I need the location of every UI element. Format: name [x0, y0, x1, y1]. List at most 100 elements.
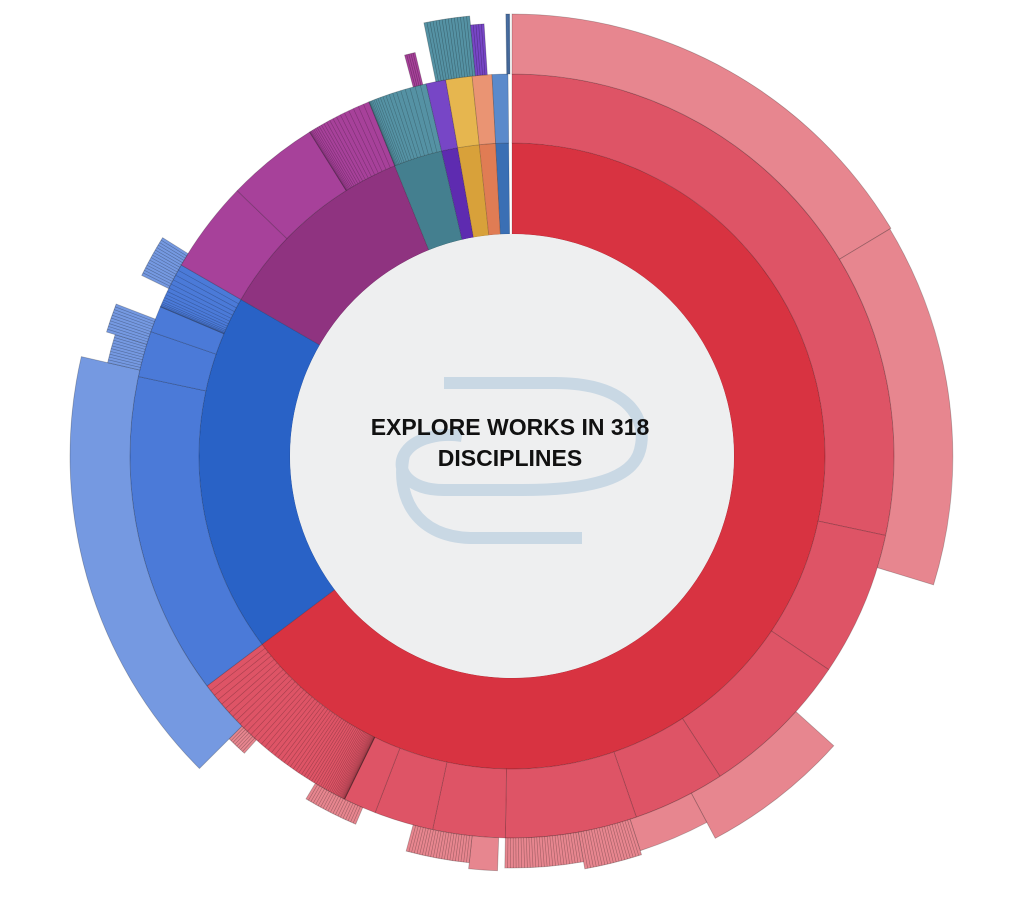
sunburst-subdivision-line: [617, 823, 628, 860]
sunburst-subdivision-line: [379, 97, 405, 163]
sunburst-segment-outer[interactable]: [468, 835, 500, 872]
sunburst-subdivision-line: [533, 837, 537, 868]
sunburst-subdivision-line: [153, 252, 181, 268]
sunburst-segment-middle[interactable]: [425, 79, 459, 152]
sunburst-segment-outer[interactable]: [577, 818, 643, 870]
sunburst-ring-inner[interactable]: [198, 142, 826, 770]
sunburst-subdivision-line: [112, 342, 145, 353]
sunburst-subdivision-line: [449, 833, 455, 861]
sunburst-subdivision-line: [342, 736, 374, 799]
sunburst-segment-outer[interactable]: [69, 356, 243, 770]
sunburst-subdivision-line: [178, 269, 239, 305]
sunburst-segment-outer[interactable]: [106, 303, 156, 345]
sunburst-ring-outer[interactable]: [69, 13, 954, 872]
sunburst-subdivision-line: [318, 725, 354, 786]
sunburst-ring-middle[interactable]: [129, 73, 895, 839]
sunburst-subdivision-line: [478, 24, 483, 76]
sunburst-segment-middle[interactable]: [159, 264, 242, 335]
sunburst-subdivision-line: [309, 131, 347, 191]
sunburst-segment-middle[interactable]: [445, 75, 480, 149]
sunburst-subdivision-line: [236, 732, 250, 747]
sunburst-subdivision-line: [148, 262, 175, 277]
sunburst-subdivision-line: [325, 729, 361, 790]
sunburst-segment-middle[interactable]: [180, 190, 288, 301]
sunburst-subdivision-line: [160, 304, 225, 333]
sunburst-subdivision-line: [280, 705, 323, 761]
sunburst-segment-outer[interactable]: [107, 334, 148, 371]
sunburst-subdivision-line: [327, 795, 337, 812]
sunburst-subdivision-line: [432, 21, 444, 81]
sunburst-subdivision-line: [396, 91, 418, 158]
sunburst-segment-outer[interactable]: [141, 237, 189, 290]
sunburst-subdivision-line: [308, 784, 318, 801]
sunburst-segment-middle[interactable]: [491, 73, 510, 144]
sunburst-subdivision-line: [337, 799, 347, 817]
sunburst-segment-outer[interactable]: [505, 13, 511, 75]
sunburst-subdivision-line: [404, 89, 425, 156]
sunburst-subdivision-line: [409, 87, 429, 155]
sunburst-subdivision-line: [352, 806, 361, 824]
sunburst-segment-middle[interactable]: [613, 717, 721, 818]
sunburst-subdivision-line: [412, 52, 422, 86]
sunburst-segment-outer[interactable]: [504, 831, 585, 869]
sunburst-subdivision-line: [414, 86, 433, 154]
sunburst-segment-outer[interactable]: [423, 15, 476, 83]
sunburst-subdivision-line: [257, 689, 304, 742]
sunburst-subdivision-line: [108, 326, 149, 340]
sunburst-subdivision-line: [317, 789, 328, 806]
sunburst-subdivision-line: [343, 736, 375, 800]
sunburst-segment-middle[interactable]: [511, 73, 895, 536]
sunburst-segment-outer[interactable]: [305, 782, 364, 825]
sunburst-segment-outer[interactable]: [838, 228, 954, 586]
sunburst-subdivision-line: [172, 279, 235, 312]
sunburst-subdivision-line: [457, 834, 463, 862]
sunburst-segment-middle[interactable]: [129, 376, 263, 687]
sunburst-subdivision-line: [313, 723, 350, 783]
sunburst-subdivision-line: [330, 796, 339, 813]
sunburst-subdivision-line: [435, 831, 442, 858]
sunburst-subdivision-line: [419, 828, 427, 855]
sunburst-segment-outer[interactable]: [405, 824, 473, 864]
sunburst-subdivision-line: [110, 320, 151, 335]
sunburst-subdivision-line: [430, 830, 437, 857]
sunburst-subdivision-line: [274, 701, 318, 756]
sunburst-subdivision-line: [308, 721, 347, 780]
sunburst-subdivision-line: [373, 99, 400, 165]
sunburst-subdivision-line: [466, 835, 470, 863]
sunburst-subdivision-line: [447, 18, 458, 79]
sunburst-segment-middle[interactable]: [309, 101, 396, 192]
sunburst-subdivision-line: [221, 659, 275, 705]
sunburst-segment-middle[interactable]: [236, 131, 347, 240]
sunburst-subdivision-line: [408, 53, 418, 87]
sunburst-subdivision-line: [460, 16, 468, 77]
sunburst-subdivision-line: [254, 686, 302, 739]
sunburst-segment-middle[interactable]: [344, 736, 401, 814]
sunburst-subdivision-line: [463, 16, 471, 77]
sunburst-subdivision-line: [523, 837, 525, 868]
sunburst-subdivision-line: [444, 832, 450, 860]
sunburst-subdivision-line: [332, 118, 366, 180]
sunburst-subdivision-line: [170, 283, 233, 316]
sunburst-subdivision-line: [107, 328, 148, 343]
sunburst-subdivision-line: [301, 716, 340, 775]
sunburst-segment-outer[interactable]: [470, 23, 488, 77]
sunburst-subdivision-line: [388, 94, 412, 160]
sunburst-segment-middle[interactable]: [374, 747, 448, 831]
sunburst-subdivision-line: [340, 800, 349, 818]
sunburst-segment-middle[interactable]: [368, 83, 443, 167]
sunburst-subdivision-line: [303, 718, 342, 777]
sunburst-segment-outer[interactable]: [404, 51, 424, 88]
sunburst-subdivision-line: [438, 20, 450, 80]
sunburst-subdivision-line: [243, 678, 293, 729]
sunburst-subdivision-line: [329, 120, 363, 182]
sunburst-segment-outer[interactable]: [511, 13, 892, 260]
sunburst-subdivision-line: [322, 727, 357, 788]
sunburst-segment-middle[interactable]: [432, 761, 507, 839]
sunburst-subdivision-line: [160, 305, 225, 334]
sunburst-subdivision-line: [316, 127, 353, 187]
sunburst-subdivision-line: [332, 797, 342, 814]
sunburst-subdivision-line: [426, 22, 439, 82]
sunburst-segment-middle[interactable]: [471, 74, 497, 146]
sunburst-subdivision-line: [427, 829, 434, 857]
